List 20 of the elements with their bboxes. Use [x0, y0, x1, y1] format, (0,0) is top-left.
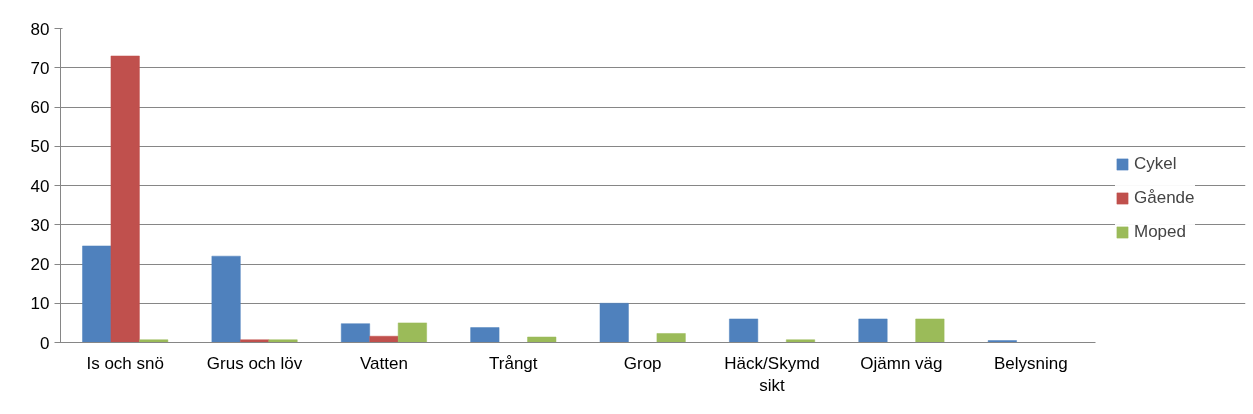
x-tick-label: Ojämn väg [860, 353, 943, 373]
x-tick-label: Grop [623, 353, 662, 373]
y-tick-label: 70 [30, 58, 50, 78]
x-tick-label: Is och snö [86, 353, 164, 373]
x-tick-label: Trångt [489, 353, 538, 373]
y-tick-label: 50 [30, 137, 50, 157]
legend-label: Cykel [1134, 154, 1177, 174]
legend-label: Moped [1134, 222, 1186, 242]
y-tick-label: 30 [30, 215, 50, 235]
y-tick-label: 40 [30, 176, 50, 196]
y-tick-label: 80 [30, 19, 50, 39]
y-tick-label: 60 [30, 98, 50, 117]
legend-label: Gående [1134, 188, 1195, 208]
x-tick-label: Häck/Skymd sikt [724, 353, 820, 396]
x-tick-label: Vatten [359, 353, 408, 373]
x-tick-label: Belysning [993, 353, 1068, 373]
y-tick-label: 10 [30, 294, 50, 314]
x-tick-label: Grus och löv [206, 353, 303, 373]
y-tick-label: 0 [40, 333, 50, 353]
y-tick-label: 20 [30, 255, 50, 274]
